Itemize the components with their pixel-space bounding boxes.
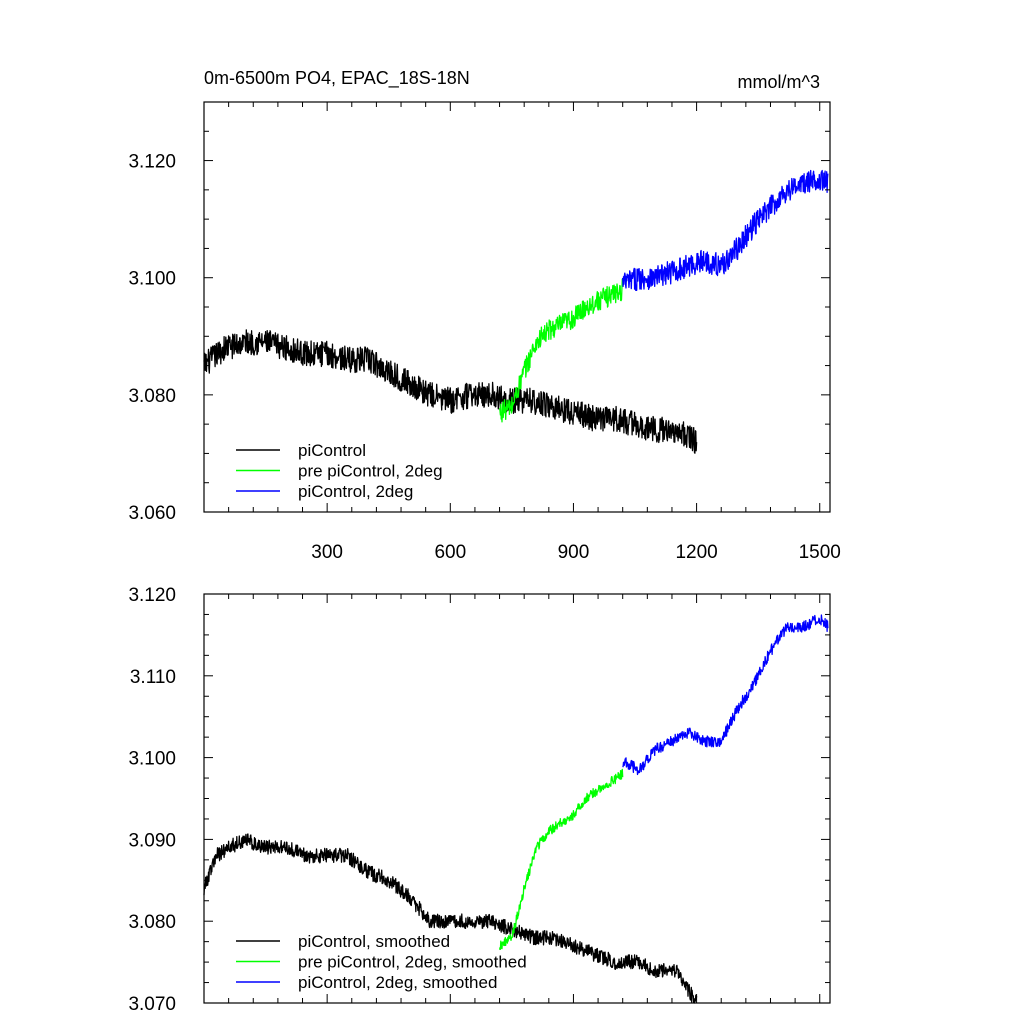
- y-tick-label: 3.120: [128, 585, 176, 606]
- legend-label: piControl, 2deg, smoothed: [298, 973, 497, 992]
- y-tick-label: 3.070: [128, 994, 176, 1015]
- series-line: [203, 833, 698, 1004]
- bottom-panel: 3.070 3.080 3.090 3.100 3.110 3.120 piControl…: [128, 585, 831, 1015]
- bottom-panel-axes: 3.070 3.080 3.090 3.100 3.110 3.120: [128, 585, 831, 1015]
- y-tick-label: 3.100: [128, 269, 176, 290]
- y-tick-label: 3.060: [128, 503, 176, 524]
- y-tick-label: 3.120: [128, 152, 176, 173]
- series-line: [622, 169, 829, 292]
- bottom-panel-legend: piControl, smoothed pre piControl, 2deg, …: [236, 932, 527, 992]
- legend-label: piControl, 2deg: [298, 482, 413, 501]
- x-tick-label: 900: [558, 542, 590, 563]
- y-tick-label: 3.110: [130, 667, 176, 688]
- legend-label: piControl, smoothed: [298, 932, 450, 951]
- legend-label: piControl: [298, 441, 366, 460]
- y-tick-label: 3.090: [128, 830, 176, 851]
- series-line: [203, 329, 698, 454]
- legend-label: pre piControl, 2deg, smoothed: [298, 953, 527, 972]
- bottom-panel-marks: [203, 614, 829, 1004]
- top-panel-marks: [203, 169, 829, 454]
- x-tick-label: 1200: [675, 542, 717, 563]
- legend-label: pre piControl, 2deg: [298, 462, 443, 481]
- series-line: [498, 768, 624, 951]
- top-panel-title: 0m-6500m PO4, EPAC_18S-18N: [204, 68, 470, 89]
- series-line: [498, 278, 624, 423]
- top-panel-units: mmol/m^3: [738, 72, 820, 92]
- x-tick-label: 600: [434, 542, 466, 563]
- y-tick-label: 3.080: [128, 386, 176, 407]
- x-tick-label: 300: [311, 542, 343, 563]
- top-panel-axes: 300 600 900 1200 1500 3.060 3.080 3.100 3.120: [128, 101, 841, 563]
- series-line: [622, 614, 829, 776]
- top-panel: 0m-6500m PO4, EPAC_18S-18N mmol/m^3 300 6…: [128, 68, 840, 563]
- y-tick-label: 3.080: [128, 912, 176, 933]
- x-tick-label: 1500: [799, 542, 841, 563]
- y-tick-label: 3.100: [128, 749, 176, 770]
